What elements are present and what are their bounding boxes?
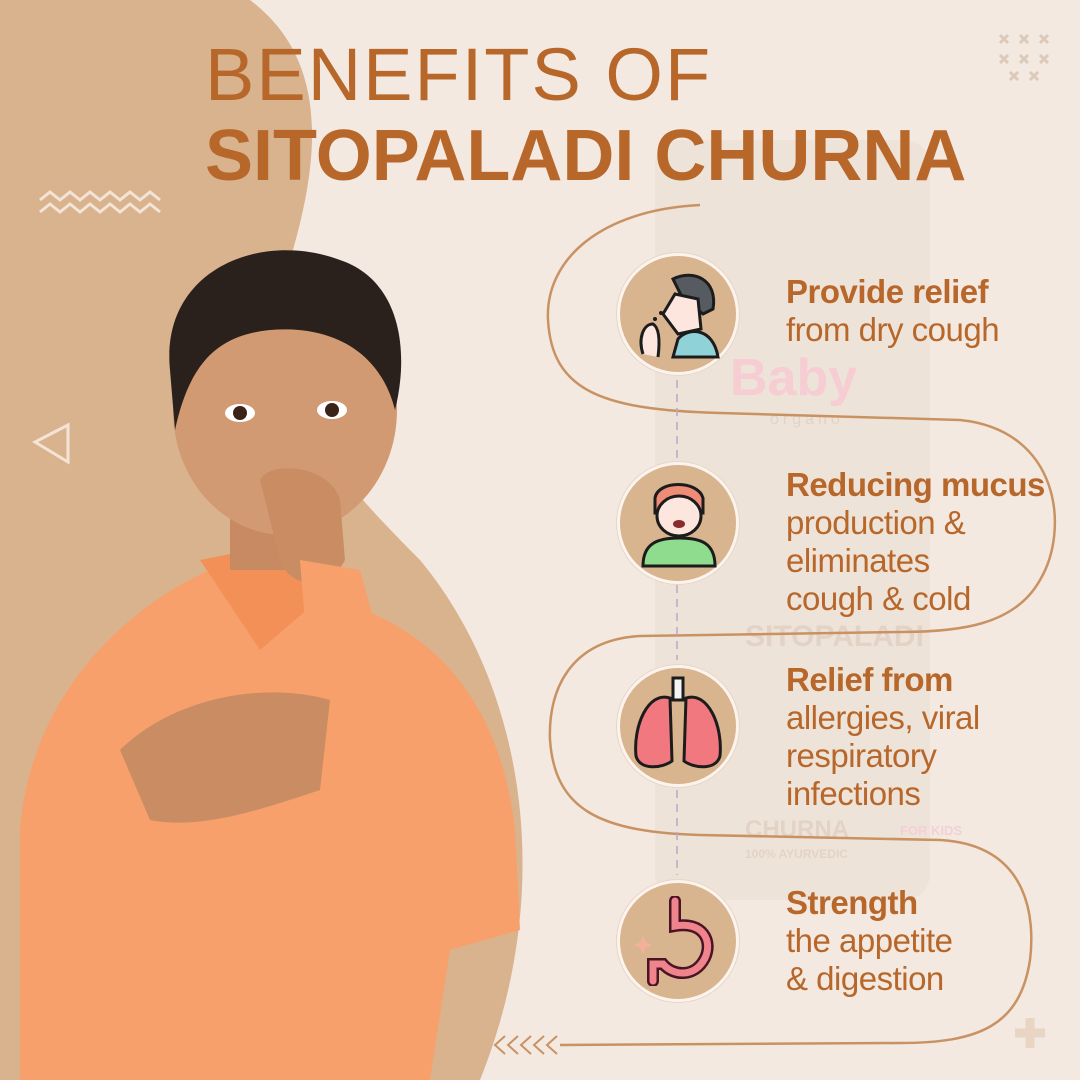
watermark-name1: SITOPALADI xyxy=(745,620,924,653)
watermark-tag: FOR KIDS xyxy=(900,823,963,838)
sick-child-icon xyxy=(641,483,717,568)
benefit-line: & digestion xyxy=(786,960,944,997)
benefit-item-3: Relief from allergies, viral respiratory… xyxy=(786,661,980,813)
benefit-heading: Relief from xyxy=(786,661,953,698)
title-line-2: SITOPALADI CHURNA xyxy=(205,116,967,196)
benefit-line: cough & cold xyxy=(786,580,971,617)
benefit-icon-4 xyxy=(617,880,739,1002)
benefit-line: eliminates xyxy=(786,542,930,579)
benefit-icon-3 xyxy=(617,665,739,787)
watermark-brand: Baby xyxy=(730,349,858,407)
benefit-icon-1 xyxy=(617,253,739,375)
benefit-line: respiratory xyxy=(786,737,937,774)
watermark-footer: 100% AYURVEDIC xyxy=(745,847,848,861)
coughing-man-icon xyxy=(639,273,720,359)
benefit-icon-2 xyxy=(617,462,739,584)
title-line-1: BENEFITS OF xyxy=(205,33,713,116)
benefit-heading: Reducing mucus xyxy=(786,466,1045,503)
benefit-line: allergies, viral xyxy=(786,699,980,736)
benefit-item-4: Strength the appetite & digestion xyxy=(786,884,953,998)
benefit-item-2: Reducing mucus production & eliminates c… xyxy=(786,466,1045,618)
stomach-icon xyxy=(634,896,714,986)
benefit-line: infections xyxy=(786,775,921,812)
coughing-boy-image xyxy=(20,250,520,1080)
benefit-line: the appetite xyxy=(786,922,953,959)
benefit-heading: Strength xyxy=(786,884,918,921)
lungs-icon xyxy=(634,676,722,769)
benefit-heading: Provide relief xyxy=(786,273,989,310)
benefit-line: production & xyxy=(786,504,966,541)
benefit-line: from dry cough xyxy=(786,311,1000,348)
benefit-item-1: Provide relief from dry cough xyxy=(786,273,1000,349)
